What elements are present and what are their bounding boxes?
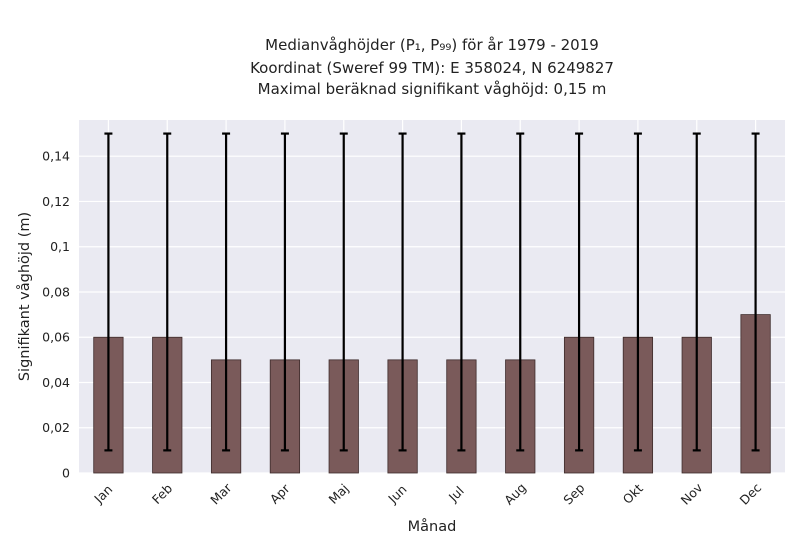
title-line-3: Maximal beräknad signifikant våghöjd: 0,… — [258, 80, 607, 98]
x-tick-label: Sep — [560, 480, 587, 507]
x-axis-label: Månad — [408, 518, 457, 535]
y-tick-label: 0,06 — [42, 330, 70, 345]
x-tick-label: Dec — [737, 480, 765, 508]
error-bar-dec — [751, 132, 760, 452]
y-tick-label: 0,12 — [42, 194, 70, 209]
title-line-1: Medianvåghöjder (P₁, P₉₉) för år 1979 - … — [265, 36, 599, 54]
y-tick-label: 0,1 — [50, 239, 70, 254]
y-tick-label: 0,02 — [42, 420, 70, 435]
x-tick-label: Nov — [678, 479, 706, 507]
x-tick-label: Okt — [620, 481, 646, 507]
error-bar-aug — [516, 132, 525, 452]
x-tick-label: Apr — [267, 480, 294, 507]
x-tick-label: Jun — [384, 482, 409, 507]
error-bar-apr — [280, 132, 289, 452]
y-axis-ticks: 0 0,02 0,04 0,06 0,08 0,1 0,12 0,14 — [42, 149, 70, 481]
y-tick-label: 0 — [62, 466, 70, 481]
y-tick-label: 0,08 — [42, 284, 70, 299]
x-tick-label: Maj — [326, 481, 352, 507]
error-bar-jan — [104, 132, 113, 452]
x-tick-label: Mar — [207, 480, 235, 508]
title-line-2: Koordinat (Sweref 99 TM): E 358024, N 62… — [250, 59, 614, 77]
y-axis-label: Signifikant våghöjd (m) — [16, 212, 33, 381]
error-bar-mar — [222, 132, 231, 452]
chart-title: Medianvåghöjder (P₁, P₉₉) för år 1979 - … — [250, 36, 614, 98]
error-bar-jun — [398, 132, 407, 452]
error-bar-feb — [163, 132, 172, 452]
x-tick-label: Aug — [501, 480, 529, 508]
error-bars — [104, 132, 760, 452]
error-bar-sep — [575, 132, 584, 452]
x-tick-label: Jan — [90, 482, 115, 507]
error-bar-okt — [633, 132, 642, 452]
error-bar-jul — [457, 132, 466, 452]
y-tick-label: 0,14 — [42, 149, 70, 164]
x-axis-ticks: Jan Feb Mar Apr Maj Jun Jul Aug Sep Okt Nov Dec — [90, 479, 764, 507]
error-bar-maj — [339, 132, 348, 452]
x-tick-label: Jul — [445, 483, 467, 505]
y-tick-label: 0,04 — [42, 375, 70, 390]
x-tick-label: Feb — [149, 481, 175, 507]
error-bar-nov — [692, 132, 701, 452]
plot-area — [79, 120, 785, 473]
